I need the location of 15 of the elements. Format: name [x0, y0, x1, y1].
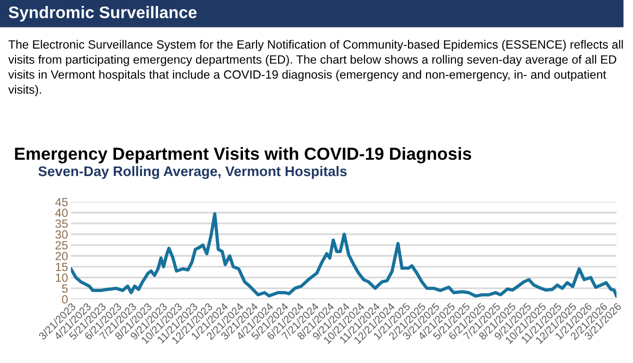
- y-tick-label: 45: [55, 198, 68, 206]
- y-tick-label: 35: [55, 219, 68, 228]
- y-tick-label: 5: [62, 284, 68, 293]
- chart-title: Emergency Department Visits with COVID-19 Diagnosis: [15, 147, 472, 164]
- y-tick-label: 10: [56, 274, 68, 282]
- y-tick-label: 30: [55, 230, 68, 239]
- y-tick-label: 15: [56, 262, 68, 272]
- text: Syndromic Surveillance: [8, 6, 197, 22]
- y-tick-label: 0: [62, 295, 68, 304]
- y-tick-label: 25: [56, 241, 68, 250]
- y-tick-label: 20: [56, 252, 68, 260]
- y-tick-label: 40: [55, 208, 68, 218]
- chart-subtitle: Seven-Day Rolling Average, Vermont Hospitals: [38, 166, 347, 179]
- text: The Electronic Surveillance System for the Early Notification of Community-based Epidemics (ESSENCE) reflects all visits from participating emergency departments (ED). The chart below shows a rolling seven-day average of all ED visits in Vermont hospitals that include a COVID-19 diagnosis (emergency and non-emergency, in- and outpatient visits).: [8, 40, 623, 96]
- line-series: [70, 212, 617, 298]
